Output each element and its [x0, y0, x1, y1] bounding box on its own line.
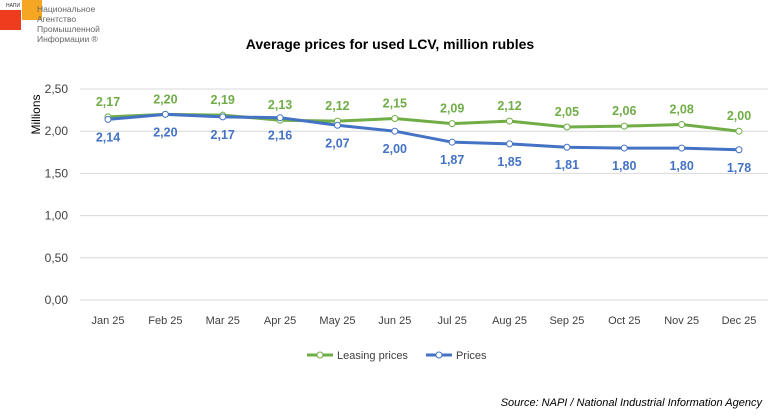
legend-marker — [316, 351, 324, 359]
x-tick-label: Apr 25 — [264, 315, 296, 327]
data-label: 2,07 — [325, 136, 349, 150]
logo-line: Национальное — [37, 4, 96, 14]
data-point — [104, 115, 112, 123]
logo-orange-square — [22, 0, 42, 20]
data-label: 2,08 — [669, 102, 693, 116]
legend-label: Prices — [456, 350, 487, 362]
y-axis-label: Millions — [29, 94, 43, 134]
data-label: 1,87 — [440, 153, 464, 167]
data-point — [678, 120, 686, 128]
x-tick-label: Sep 25 — [549, 315, 584, 327]
data-label: 2,12 — [497, 99, 521, 113]
data-label: 1,85 — [497, 155, 521, 169]
source-note: Source: NAPI / National Industrial Infor… — [500, 397, 762, 409]
logo-line: Агентство — [37, 14, 77, 24]
logo-abbr: НАПИ — [6, 3, 21, 9]
data-label: 1,80 — [612, 159, 636, 173]
data-point — [620, 144, 628, 152]
data-label: 2,13 — [268, 98, 292, 112]
data-point — [448, 138, 456, 146]
x-tick-label: Aug 25 — [492, 315, 527, 327]
data-label: 2,17 — [96, 95, 120, 109]
x-tick-label: May 25 — [319, 315, 355, 327]
data-point — [506, 117, 514, 125]
data-point — [735, 146, 743, 154]
data-label: 2,19 — [211, 93, 235, 107]
y-tick-label: 1,50 — [45, 166, 69, 180]
data-label: 2,20 — [153, 92, 177, 106]
data-point — [506, 140, 514, 148]
x-tick-label: Oct 25 — [608, 315, 640, 327]
legend-label: Leasing prices — [337, 350, 408, 362]
data-label: 2,09 — [440, 102, 464, 116]
x-tick-label: Mar 25 — [206, 315, 240, 327]
x-tick-label: Jan 25 — [91, 315, 124, 327]
data-label: 2,05 — [555, 105, 579, 119]
y-tick-label: 0,00 — [45, 293, 69, 307]
data-point — [333, 121, 341, 129]
data-label: 2,17 — [211, 128, 235, 142]
logo-line: Промышленной — [37, 24, 100, 34]
data-point — [161, 110, 169, 118]
x-tick-label: Jul 25 — [438, 315, 467, 327]
data-label: 1,81 — [555, 158, 579, 172]
data-point — [276, 114, 284, 122]
data-point — [391, 127, 399, 135]
data-label: 2,12 — [325, 99, 349, 113]
x-tick-label: Nov 25 — [664, 315, 699, 327]
logo-line: Информации ® — [37, 34, 98, 44]
chart-title: Average prices for used LCV, million rub… — [245, 36, 535, 52]
data-label: 2,06 — [612, 104, 636, 118]
data-point — [448, 120, 456, 128]
logo-red-square — [0, 10, 21, 30]
data-point — [620, 122, 628, 130]
data-point — [563, 123, 571, 131]
y-tick-label: 2,00 — [45, 124, 69, 138]
series-line — [107, 112, 740, 152]
data-label: 2,20 — [153, 125, 177, 139]
data-point — [678, 144, 686, 152]
data-label: 2,00 — [383, 142, 407, 156]
x-tick-label: Feb 25 — [148, 315, 182, 327]
x-tick-label: Jun 25 — [378, 315, 411, 327]
data-label: 2,16 — [268, 129, 292, 143]
legend-marker — [435, 351, 443, 359]
data-label: 1,78 — [727, 161, 751, 175]
data-label: 2,14 — [96, 130, 120, 144]
data-point — [219, 113, 227, 121]
data-point — [735, 127, 743, 135]
data-point — [391, 115, 399, 123]
x-tick-label: Dec 25 — [722, 315, 757, 327]
data-label: 2,15 — [383, 97, 407, 111]
data-label: 2,00 — [727, 109, 751, 123]
y-tick-label: 0,50 — [45, 251, 69, 265]
data-label: 1,80 — [669, 159, 693, 173]
data-point — [563, 143, 571, 151]
logo-text: Национальное Агентство Промышленной Инфо… — [37, 4, 100, 44]
y-tick-label: 2,50 — [45, 82, 69, 96]
y-tick-label: 1,00 — [45, 209, 69, 223]
napi-logo: НАПИ Национальное Агентство Промышленной… — [0, 0, 120, 55]
